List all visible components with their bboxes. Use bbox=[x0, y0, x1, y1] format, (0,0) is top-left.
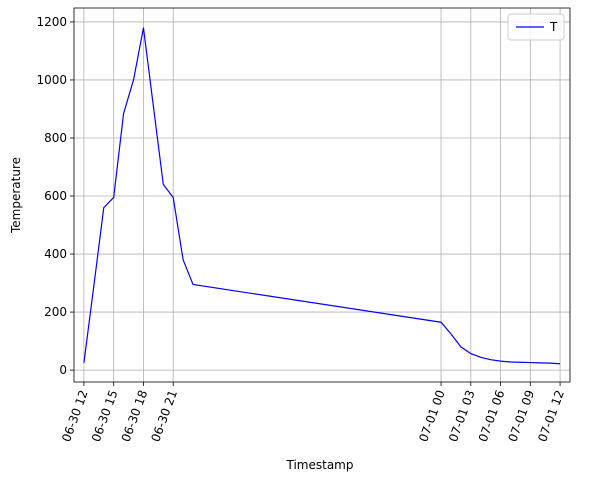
y-tick-label: 200 bbox=[44, 305, 67, 319]
y-tick-label: 0 bbox=[59, 363, 67, 377]
x-tick-label: 07-01 00 bbox=[416, 388, 448, 443]
plot-frame bbox=[73, 7, 571, 383]
x-tick-label: 06-30 15 bbox=[89, 388, 121, 443]
y-axis-label: Temperature bbox=[9, 157, 23, 234]
x-tick-label: 06-30 18 bbox=[119, 388, 151, 443]
x-tick-label: 07-01 09 bbox=[506, 388, 538, 443]
x-tick-label: 07-01 03 bbox=[446, 388, 478, 443]
legend-label: T bbox=[549, 20, 558, 34]
y-tick-label: 1200 bbox=[36, 15, 67, 29]
x-tick-label: 06-30 12 bbox=[59, 388, 91, 443]
x-axis-label: Timestamp bbox=[286, 458, 354, 472]
x-tick-label: 07-01 12 bbox=[535, 388, 567, 443]
x-tick-label: 06-30 21 bbox=[148, 388, 180, 443]
y-tick-label: 800 bbox=[44, 131, 67, 145]
y-tick-label: 400 bbox=[44, 247, 67, 261]
y-tick-label: 600 bbox=[44, 189, 67, 203]
x-tick-label: 07-01 06 bbox=[476, 388, 508, 443]
y-tick-label: 1000 bbox=[36, 73, 67, 87]
line-series bbox=[83, 27, 561, 365]
